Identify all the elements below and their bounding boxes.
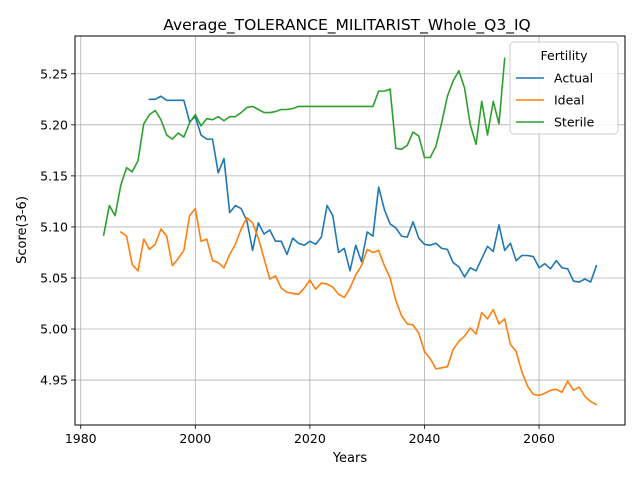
x-tick-label: 2000 — [179, 431, 211, 446]
series-line-sterile — [102, 57, 506, 237]
x-tick-label: 2060 — [523, 431, 555, 446]
axis-ticks: 1980 2000 2020 2040 2060 4.95 5.00 5.05 5.10 5.15… — [40, 66, 555, 446]
y-tick-label: 4.95 — [40, 373, 68, 388]
legend-box — [509, 41, 619, 135]
x-tick-label: 1980 — [65, 431, 97, 446]
y-tick-label: 5.15 — [40, 168, 68, 183]
y-tick-label: 5.25 — [40, 66, 68, 81]
series-line-ideal — [119, 207, 598, 406]
y-tick-label: 5.00 — [40, 322, 68, 337]
legend-label: Actual — [554, 71, 593, 86]
legend-entry-ideal: Ideal — [516, 93, 584, 108]
y-tick-label: 5.20 — [40, 117, 68, 132]
legend-entry-actual: Actual — [516, 71, 593, 86]
y-tick-label: 5.05 — [40, 270, 68, 285]
series-line-actual — [148, 95, 598, 283]
legend-entry-sterile: Sterile — [516, 115, 595, 130]
series-lines — [102, 57, 598, 406]
legend: Fertility Actual Ideal Sterile — [509, 41, 619, 135]
legend-label: Ideal — [554, 93, 584, 108]
y-tick-label: 5.10 — [40, 219, 68, 234]
x-tick-label: 2020 — [294, 431, 326, 446]
legend-entries: Actual Ideal Sterile — [516, 71, 595, 130]
legend-label: Sterile — [554, 115, 595, 130]
y-axis-label: Score(3-6) — [15, 196, 30, 264]
chart-title: Average_TOLERANCE_MILITARIST_Whole_Q3_IQ — [163, 16, 530, 35]
x-tick-label: 2040 — [409, 431, 441, 446]
x-axis-label: Years — [332, 451, 368, 466]
legend-title: Fertility — [541, 48, 589, 63]
plot-frame — [74, 35, 626, 426]
